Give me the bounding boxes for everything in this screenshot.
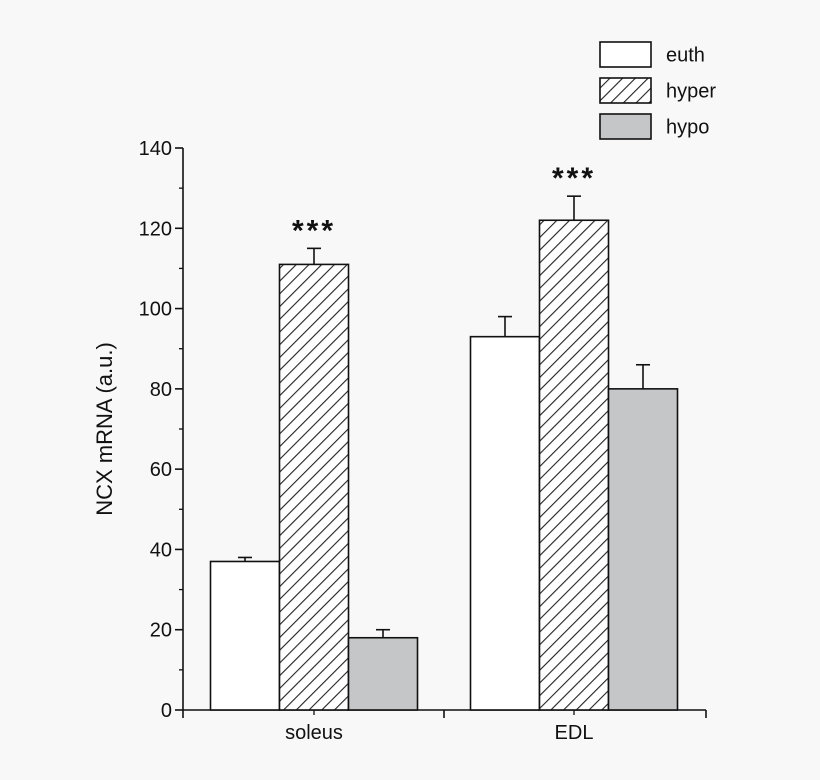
x-tick-label: EDL — [555, 722, 594, 744]
bar-hyper-EDL — [538, 219, 610, 711]
legend-swatch-hypo — [599, 113, 652, 140]
y-tick-label: 40 — [150, 539, 172, 561]
y-axis-label: NCX mRNA (a.u.) — [92, 342, 117, 516]
legend-label-euth: euth — [666, 45, 705, 67]
bar-hypo-EDL — [607, 388, 679, 711]
y-tick-label: 140 — [139, 138, 172, 160]
y-tick-label: 60 — [150, 459, 172, 481]
legend-swatch-hyper — [599, 77, 652, 104]
y-tick-label: 20 — [150, 620, 172, 642]
x-tick-label: soleus — [285, 722, 343, 744]
y-tick-label: 80 — [150, 379, 172, 401]
legend-label-hyper: hyper — [666, 81, 716, 103]
bar-hypo-soleus — [347, 636, 419, 711]
y-tick-label: 120 — [139, 218, 172, 240]
y-tick-label: 0 — [161, 700, 172, 722]
bar-hyper-soleus — [278, 263, 350, 711]
legend-swatch-euth — [599, 41, 652, 68]
legend: euth hyper hypo — [599, 41, 716, 140]
legend-label-hypo: hypo — [666, 117, 709, 139]
bar-euth-EDL — [469, 335, 541, 711]
bar-euth-soleus — [209, 560, 281, 711]
plot-area: 0 20 40 60 80 100 120 140 *** soleus *** EDL — [139, 138, 707, 744]
significance-marker: *** — [552, 162, 596, 195]
y-tick-label: 100 — [139, 299, 172, 321]
significance-marker: *** — [292, 214, 336, 247]
